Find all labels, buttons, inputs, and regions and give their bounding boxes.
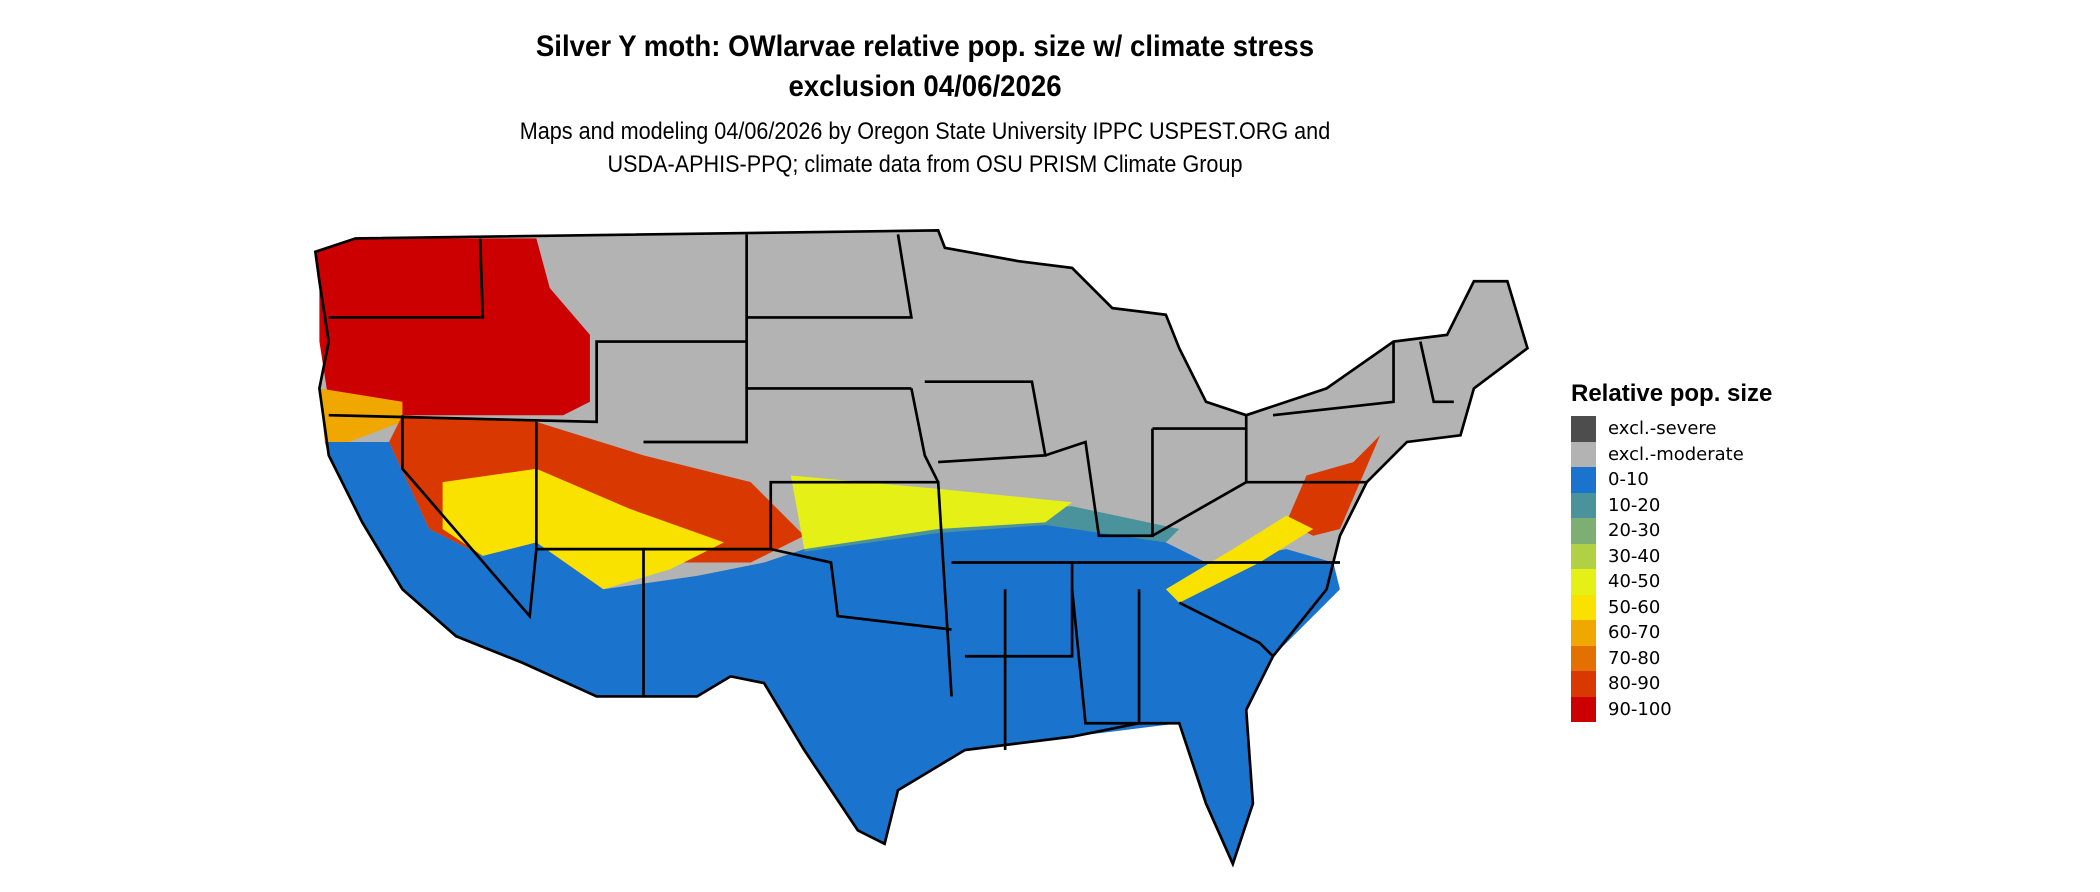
legend-item: excl.-severe	[1571, 416, 1772, 442]
region-90-100-northwest	[315, 238, 590, 416]
legend-item: 20-30	[1571, 518, 1772, 544]
legend-swatch	[1571, 671, 1596, 697]
legend-swatch	[1571, 696, 1596, 722]
legend-label: 80-90	[1608, 673, 1661, 695]
legend-item: 80-90	[1571, 671, 1772, 697]
legend-swatch	[1571, 543, 1596, 569]
legend-title: Relative pop. size	[1571, 380, 1773, 407]
legend-label: 20-30	[1608, 520, 1661, 542]
legend-swatch	[1571, 645, 1596, 671]
legend-swatch	[1571, 594, 1596, 620]
region-appalachian-yellow	[1165, 515, 1314, 603]
legend-item: 40-50	[1571, 569, 1772, 595]
legend-label: excl.-severe	[1608, 418, 1717, 440]
state-borders	[313, 229, 1530, 868]
map-title-line1: Silver Y moth: OWlarvae relative pop. si…	[535, 30, 1315, 63]
legend-swatch	[1571, 569, 1596, 595]
legend-swatch	[1571, 467, 1596, 493]
legend-swatch	[1571, 441, 1596, 467]
legend-label: 50-60	[1608, 596, 1661, 618]
legend-item: 90-100	[1571, 696, 1772, 722]
map-subtitle-line1: Maps and modeling 04/06/2026 by Oregon S…	[519, 118, 1331, 145]
legend-swatch	[1571, 620, 1596, 646]
legend-label: 40-50	[1608, 571, 1661, 593]
legend-item: 10-20	[1571, 492, 1772, 518]
legend-item: 50-60	[1571, 594, 1772, 620]
legend-label: 90-100	[1608, 698, 1672, 720]
legend-label: 30-40	[1608, 545, 1661, 567]
legend-item: 60-70	[1571, 620, 1772, 646]
legend-label: 60-70	[1608, 622, 1661, 644]
region-0-10	[324, 441, 1340, 864]
legend-label: 10-20	[1608, 494, 1661, 516]
legend-label: excl.-moderate	[1608, 443, 1744, 465]
legend-label: 70-80	[1608, 647, 1661, 669]
region-40-60-southwest	[442, 468, 724, 590]
legend: Relative pop. size excl.-severe excl.-mod…	[1571, 380, 1772, 722]
legend-item: 0-10	[1571, 467, 1772, 493]
map-subtitle-line2: USDA-APHIS-PPQ; climate data from OSU PR…	[607, 151, 1243, 178]
legend-item: 30-40	[1571, 543, 1772, 569]
region-east-coast-red	[1286, 435, 1381, 536]
legend-item: excl.-moderate	[1571, 441, 1772, 467]
region-40-60-band	[790, 475, 1073, 550]
map-title-line2: exclusion 04/06/2026	[788, 70, 1062, 103]
legend-label: 0-10	[1608, 469, 1649, 491]
legend-swatch	[1571, 492, 1596, 518]
legend-swatch	[1571, 416, 1596, 442]
legend-item: 70-80	[1571, 645, 1772, 671]
legend-swatch	[1571, 518, 1596, 544]
